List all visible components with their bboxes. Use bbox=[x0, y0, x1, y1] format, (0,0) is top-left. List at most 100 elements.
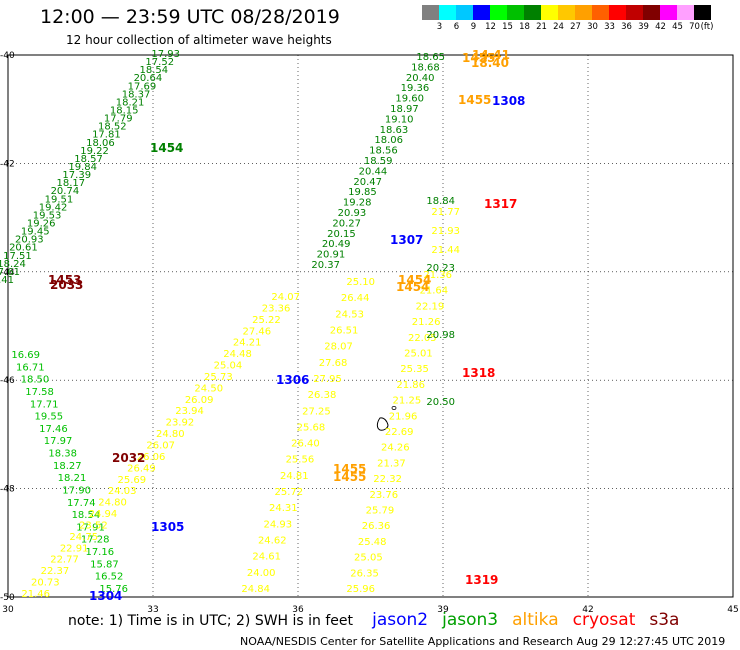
wave-height-value: 17.74 bbox=[67, 498, 96, 509]
wave-height-value: 21.77 bbox=[431, 207, 460, 218]
wave-height-value: 26.09 bbox=[185, 395, 214, 406]
wave-height-value: 25.72 bbox=[275, 487, 304, 498]
wave-height-value: 19.28 bbox=[343, 198, 372, 209]
wave-height-value: 19.85 bbox=[348, 187, 377, 198]
color-scale-swatch bbox=[422, 5, 439, 20]
color-scale-label: 3 bbox=[436, 22, 443, 32]
wave-height-value: 18.59 bbox=[364, 156, 393, 167]
wave-height-value: 19.22 bbox=[80, 146, 109, 157]
island-small-shape bbox=[391, 405, 397, 410]
wave-height-value: 24.26 bbox=[381, 443, 410, 454]
wave-height-value: 18.65 bbox=[416, 52, 445, 63]
wave-height-value: 27.46 bbox=[243, 326, 272, 337]
wave-height-value: 18.17 bbox=[57, 178, 86, 189]
wave-height-value: 24.93 bbox=[263, 519, 292, 530]
wave-height-value: 17.91 bbox=[76, 522, 105, 533]
color-scale-label: 39 bbox=[638, 22, 649, 32]
lat-tick-label: -40 bbox=[0, 51, 15, 61]
wave-height-value: 21.26 bbox=[412, 317, 441, 328]
wave-height-value: 21.46 bbox=[21, 589, 50, 600]
pass-time-label: 1304 bbox=[89, 589, 122, 603]
page-subtitle: 12 hour collection of altimeter wave hei… bbox=[66, 33, 332, 47]
wave-height-value: 18.21 bbox=[58, 473, 87, 484]
wave-height-value: 18.50 bbox=[21, 375, 50, 386]
wave-height-value: 18.06 bbox=[374, 135, 403, 146]
wave-height-value: 19.26 bbox=[27, 219, 56, 230]
wave-height-value: 25.96 bbox=[346, 584, 375, 595]
wave-height-value: 20.44 bbox=[359, 166, 388, 177]
wave-height-value: 24.84 bbox=[241, 584, 270, 595]
color-scale-swatch bbox=[592, 5, 609, 20]
lat-tick-label: -48 bbox=[0, 485, 15, 495]
color-scale-swatch bbox=[660, 5, 677, 20]
wave-height-value: 24.80 bbox=[156, 429, 185, 440]
map-grid bbox=[8, 55, 733, 597]
wave-height-value: 17.69 bbox=[128, 81, 157, 92]
wave-height-value: 19.51 bbox=[45, 194, 74, 205]
wave-height-value: 20.61 bbox=[9, 243, 38, 254]
wave-height-value: 25.68 bbox=[297, 422, 326, 433]
wave-height-value: 25.22 bbox=[252, 315, 281, 326]
wave-height-value: 25.48 bbox=[358, 537, 387, 548]
wave-height-value: 23.94 bbox=[175, 406, 204, 417]
color-scale-label: 45 bbox=[672, 22, 683, 32]
wave-height-value: 24.50 bbox=[194, 383, 223, 394]
legend-satellite-s3a: s3a bbox=[649, 610, 680, 630]
wave-height-value: 20.93 bbox=[15, 235, 44, 246]
wave-height-value: 17.52 bbox=[145, 57, 174, 68]
wave-height-value: 25.01 bbox=[404, 349, 433, 360]
wave-height-value: 22.77 bbox=[50, 555, 79, 566]
wave-height-value: 27.25 bbox=[302, 406, 331, 417]
wave-height-value: 24.80 bbox=[98, 498, 127, 509]
wave-height-value: 18.54 bbox=[72, 510, 101, 521]
wave-height-value: 19.36 bbox=[401, 83, 430, 94]
wave-height-value: 15.87 bbox=[90, 559, 119, 570]
wave-height-value: 20.15 bbox=[327, 229, 356, 240]
wave-height-value: 18.38 bbox=[48, 449, 77, 460]
wave-height-value: 18.56 bbox=[369, 146, 398, 157]
wave-height-value: 18.06 bbox=[86, 138, 115, 149]
lat-tick-label: -46 bbox=[0, 376, 15, 386]
wave-height-value: 22.37 bbox=[41, 566, 70, 577]
wave-height-value: 24.21 bbox=[233, 338, 262, 349]
lat-tick-label: -44 bbox=[0, 268, 15, 278]
wave-height-value: 26.51 bbox=[330, 325, 359, 336]
lat-tick-label: -42 bbox=[0, 159, 15, 169]
wave-height-value: 26.07 bbox=[146, 441, 175, 452]
wave-height-value: 19.53 bbox=[33, 210, 62, 221]
wave-height-value: 18.27 bbox=[53, 461, 82, 472]
pass-time-label: 1455 bbox=[333, 462, 366, 476]
color-scale-label: 36 bbox=[621, 22, 632, 32]
wave-height-value: 25.35 bbox=[400, 364, 429, 375]
wave-height-value: 17.71 bbox=[30, 399, 59, 410]
wave-height-value: 26.38 bbox=[308, 390, 337, 401]
color-scale-unit: (ft) bbox=[700, 22, 714, 32]
wave-height-value: 23.36 bbox=[262, 303, 291, 314]
wave-height-value: 22.19 bbox=[416, 301, 445, 312]
wave-height-value: 21.44 bbox=[431, 245, 460, 256]
wave-height-value: 17.81 bbox=[92, 130, 121, 141]
pass-time-label: 1455 bbox=[458, 93, 491, 107]
wave-height-value: 23.76 bbox=[369, 490, 398, 501]
color-scale-swatch bbox=[558, 5, 575, 20]
wave-height-value: 25.73 bbox=[204, 372, 233, 383]
wave-height-value: 23.52 bbox=[79, 520, 108, 531]
wave-height-value: 22.91 bbox=[60, 543, 89, 554]
wave-height-value: 27.95 bbox=[313, 374, 342, 385]
map-axis-labels: 30 33 36 39 42 45 -40 -42 -44 -46 -48 -50 bbox=[0, 51, 739, 615]
wave-height-value: 24.81 bbox=[280, 471, 309, 482]
wave-height-value: 18.84 bbox=[426, 196, 455, 207]
legend-satellite-jason3: jason3 bbox=[442, 610, 499, 630]
wave-height-value: 19.42 bbox=[39, 202, 68, 213]
wave-height-value: 26.06 bbox=[137, 452, 166, 463]
wave-height-value: 24.53 bbox=[335, 309, 364, 320]
lon-tick-label: 42 bbox=[582, 605, 593, 615]
color-scale-swatch bbox=[456, 5, 473, 20]
lon-tick-label: 33 bbox=[147, 605, 158, 615]
wave-height-value: 18.15 bbox=[110, 106, 139, 117]
color-scale-swatch bbox=[643, 5, 660, 20]
wave-height-value: 26.40 bbox=[291, 439, 320, 450]
wave-height-value: 28.07 bbox=[324, 342, 353, 353]
wave-height-value: 21.86 bbox=[396, 380, 425, 391]
wave-height-value: 24.03 bbox=[108, 486, 137, 497]
